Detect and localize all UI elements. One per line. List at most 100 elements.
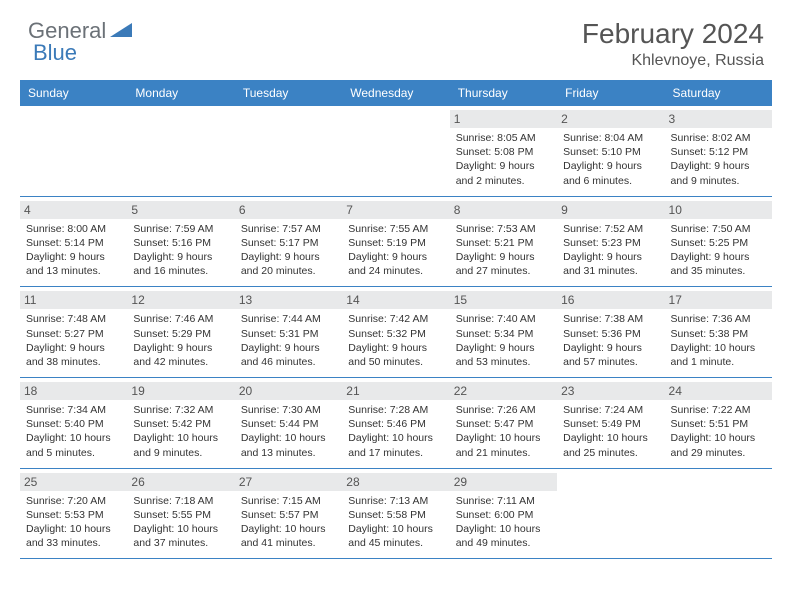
- calendar-cell: 13Sunrise: 7:44 AMSunset: 5:31 PMDayligh…: [235, 287, 342, 377]
- day-number: 19: [127, 382, 234, 400]
- day-number: 23: [557, 382, 664, 400]
- day-info: Sunrise: 8:04 AMSunset: 5:10 PMDaylight:…: [563, 131, 658, 188]
- day-info: Sunrise: 7:24 AMSunset: 5:49 PMDaylight:…: [563, 403, 658, 460]
- weekday-wed: Wednesday: [342, 80, 449, 106]
- day-number: 15: [450, 291, 557, 309]
- title-block: February 2024 Khlevnoye, Russia: [582, 18, 764, 70]
- day-number: 12: [127, 291, 234, 309]
- day-info: Sunrise: 7:55 AMSunset: 5:19 PMDaylight:…: [348, 222, 443, 279]
- day-number: 17: [665, 291, 772, 309]
- day-number: 3: [665, 110, 772, 128]
- calendar-week: 11Sunrise: 7:48 AMSunset: 5:27 PMDayligh…: [20, 287, 772, 378]
- calendar-cell: 20Sunrise: 7:30 AMSunset: 5:44 PMDayligh…: [235, 378, 342, 468]
- calendar-cell: 22 Sunrise: 7:26 AMSunset: 5:47 PMDayligh…: [450, 378, 557, 468]
- calendar-cell: 10 Sunrise: 7:50 AMSunset: 5:25 PMDayligh…: [665, 197, 772, 287]
- day-number: 28: [342, 473, 449, 491]
- day-info: Sunrise: 7:46 AMSunset: 5:29 PMDaylight:…: [133, 312, 228, 369]
- logo-text-blue: Blue: [33, 40, 77, 65]
- day-info: Sunrise: 7:50 AMSunset: 5:25 PMDaylight:…: [671, 222, 766, 279]
- page-header: General February 2024 Khlevnoye, Russia: [0, 0, 792, 80]
- calendar-cell: 18 Sunrise: 7:34 AMSunset: 5:40 PMDayligh…: [20, 378, 127, 468]
- day-info: Sunrise: 7:32 AMSunset: 5:42 PMDaylight:…: [133, 403, 228, 460]
- day-number: 29: [450, 473, 557, 491]
- day-info: Sunrise: 7:44 AMSunset: 5:31 PMDaylight:…: [241, 312, 336, 369]
- day-number: 9: [557, 201, 664, 219]
- day-number: 18: [20, 382, 127, 400]
- day-info: Sunrise: 7:59 AMSunset: 5:16 PMDaylight:…: [133, 222, 228, 279]
- day-info: Sunrise: 7:22 AMSunset: 5:51 PMDaylight:…: [671, 403, 766, 460]
- calendar-cell: 19 Sunrise: 7:32 AMSunset: 5:42 PMDayligh…: [127, 378, 234, 468]
- day-number: 25: [20, 473, 127, 491]
- calendar-cell: 27 Sunrise: 7:15 AMSunset: 5:57 PMDayligh…: [235, 469, 342, 559]
- day-info: Sunrise: 7:34 AMSunset: 5:40 PMDaylight:…: [26, 403, 121, 460]
- calendar-week: 1 Sunrise: 8:05 AMSunset: 5:08 PMDaylight…: [20, 106, 772, 197]
- day-number: 8: [450, 201, 557, 219]
- weekday-header: Sunday Monday Tuesday Wednesday Thursday…: [20, 80, 772, 106]
- calendar-cell: 9 Sunrise: 7:52 AMSunset: 5:23 PMDaylight…: [557, 197, 664, 287]
- calendar-cell: 8Sunrise: 7:53 AMSunset: 5:21 PMDaylight…: [450, 197, 557, 287]
- day-number: 22: [450, 382, 557, 400]
- day-number: 10: [665, 201, 772, 219]
- weekday-mon: Monday: [127, 80, 234, 106]
- day-info: Sunrise: 7:40 AMSunset: 5:34 PMDaylight:…: [456, 312, 551, 369]
- calendar-cell: 28 Sunrise: 7:13 AMSunset: 5:58 PMDayligh…: [342, 469, 449, 559]
- calendar-cell: 21Sunrise: 7:28 AMSunset: 5:46 PMDayligh…: [342, 378, 449, 468]
- weekday-sun: Sunday: [20, 80, 127, 106]
- day-number: 14: [342, 291, 449, 309]
- weekday-tue: Tuesday: [235, 80, 342, 106]
- calendar-cell: 1 Sunrise: 8:05 AMSunset: 5:08 PMDaylight…: [450, 106, 557, 196]
- calendar-cell: 26 Sunrise: 7:18 AMSunset: 5:55 PMDayligh…: [127, 469, 234, 559]
- calendar-cell: 5 Sunrise: 7:59 AMSunset: 5:16 PMDaylight…: [127, 197, 234, 287]
- day-number: 16: [557, 291, 664, 309]
- day-info: Sunrise: 7:36 AMSunset: 5:38 PMDaylight:…: [671, 312, 766, 369]
- location-label: Khlevnoye, Russia: [582, 52, 764, 70]
- day-number: 2: [557, 110, 664, 128]
- day-info: Sunrise: 7:11 AMSunset: 6:00 PMDaylight:…: [456, 494, 551, 551]
- day-number: 24: [665, 382, 772, 400]
- calendar-week: 4 Sunrise: 8:00 AMSunset: 5:14 PMDaylight…: [20, 197, 772, 288]
- month-title: February 2024: [582, 18, 764, 50]
- day-number: 20: [235, 382, 342, 400]
- day-info: Sunrise: 7:38 AMSunset: 5:36 PMDaylight:…: [563, 312, 658, 369]
- day-info: Sunrise: 7:18 AMSunset: 5:55 PMDaylight:…: [133, 494, 228, 551]
- day-info: Sunrise: 7:48 AMSunset: 5:27 PMDaylight:…: [26, 312, 121, 369]
- calendar-cell: [235, 106, 342, 196]
- weekday-fri: Friday: [557, 80, 664, 106]
- calendar-cell: 2 Sunrise: 8:04 AMSunset: 5:10 PMDaylight…: [557, 106, 664, 196]
- weekday-thu: Thursday: [450, 80, 557, 106]
- calendar-cell: [20, 106, 127, 196]
- day-number: 27: [235, 473, 342, 491]
- calendar-cell: 16 Sunrise: 7:38 AMSunset: 5:36 PMDayligh…: [557, 287, 664, 377]
- day-info: Sunrise: 8:02 AMSunset: 5:12 PMDaylight:…: [671, 131, 766, 188]
- day-info: Sunrise: 7:26 AMSunset: 5:47 PMDaylight:…: [456, 403, 551, 460]
- day-info: Sunrise: 8:00 AMSunset: 5:14 PMDaylight:…: [26, 222, 121, 279]
- calendar-cell: [557, 469, 664, 559]
- calendar-cell: 15 Sunrise: 7:40 AMSunset: 5:34 PMDayligh…: [450, 287, 557, 377]
- calendar-cell: 29 Sunrise: 7:11 AMSunset: 6:00 PMDayligh…: [450, 469, 557, 559]
- day-info: Sunrise: 7:28 AMSunset: 5:46 PMDaylight:…: [348, 403, 443, 460]
- day-info: Sunrise: 7:20 AMSunset: 5:53 PMDaylight:…: [26, 494, 121, 551]
- calendar-cell: [127, 106, 234, 196]
- calendar-cell: 3 Sunrise: 8:02 AMSunset: 5:12 PMDaylight…: [665, 106, 772, 196]
- calendar: Sunday Monday Tuesday Wednesday Thursday…: [20, 80, 772, 559]
- day-number: 1: [450, 110, 557, 128]
- day-info: Sunrise: 7:57 AMSunset: 5:17 PMDaylight:…: [241, 222, 336, 279]
- calendar-cell: 12 Sunrise: 7:46 AMSunset: 5:29 PMDayligh…: [127, 287, 234, 377]
- day-info: Sunrise: 7:52 AMSunset: 5:23 PMDaylight:…: [563, 222, 658, 279]
- day-number: 4: [20, 201, 127, 219]
- day-info: Sunrise: 7:42 AMSunset: 5:32 PMDaylight:…: [348, 312, 443, 369]
- day-info: Sunrise: 7:15 AMSunset: 5:57 PMDaylight:…: [241, 494, 336, 551]
- day-number: 6: [235, 201, 342, 219]
- day-info: Sunrise: 8:05 AMSunset: 5:08 PMDaylight:…: [456, 131, 551, 188]
- calendar-cell: 14 Sunrise: 7:42 AMSunset: 5:32 PMDayligh…: [342, 287, 449, 377]
- calendar-cell: 25 Sunrise: 7:20 AMSunset: 5:53 PMDayligh…: [20, 469, 127, 559]
- calendar-week: 25 Sunrise: 7:20 AMSunset: 5:53 PMDayligh…: [20, 469, 772, 560]
- day-number: 7: [342, 201, 449, 219]
- logo-triangle-icon: [110, 21, 132, 42]
- day-number: 5: [127, 201, 234, 219]
- day-number: 26: [127, 473, 234, 491]
- calendar-cell: 6 Sunrise: 7:57 AMSunset: 5:17 PMDaylight…: [235, 197, 342, 287]
- calendar-cell: [342, 106, 449, 196]
- calendar-cell: 24 Sunrise: 7:22 AMSunset: 5:51 PMDayligh…: [665, 378, 772, 468]
- day-info: Sunrise: 7:13 AMSunset: 5:58 PMDaylight:…: [348, 494, 443, 551]
